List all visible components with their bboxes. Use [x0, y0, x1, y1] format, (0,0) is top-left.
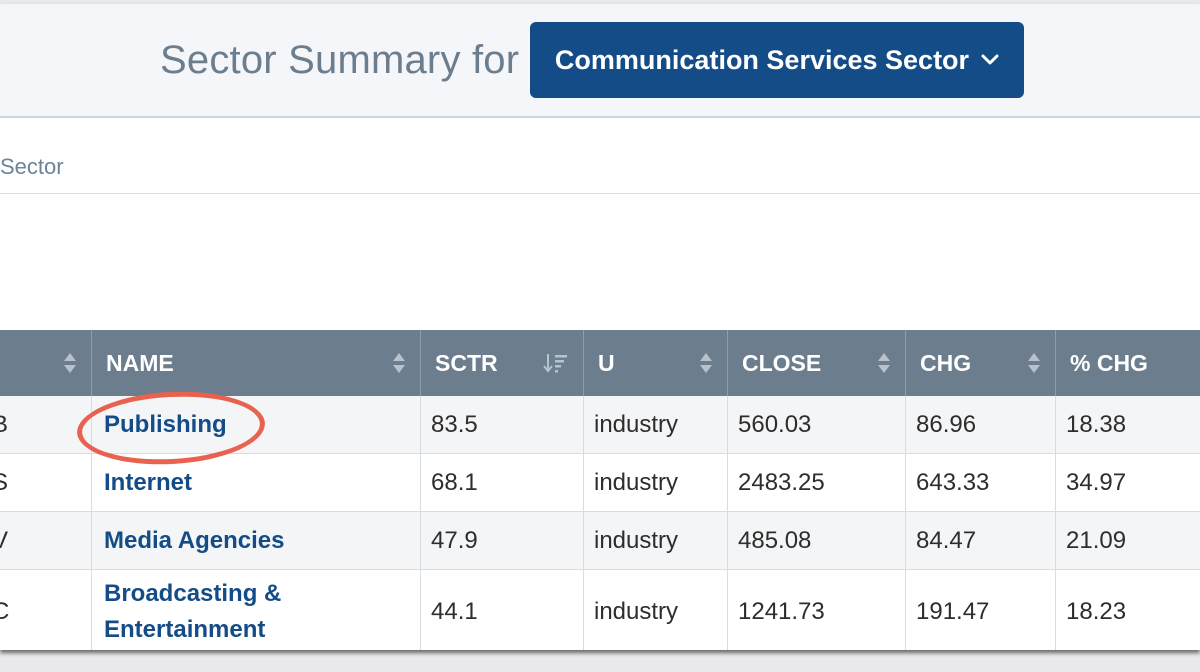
table-row: V Media Agencies 47.9 industry 485.08 84…	[0, 512, 1200, 570]
cell-symbol: C	[0, 570, 92, 650]
cell-chg: 643.33	[906, 454, 1056, 511]
cell-u: industry	[584, 396, 728, 453]
cell-symbol: V	[0, 512, 92, 569]
cell-sctr: 68.1	[421, 454, 584, 511]
cell-sctr: 44.1	[421, 570, 584, 650]
column-header-name[interactable]: NAME	[92, 330, 421, 396]
cell-close: 560.03	[728, 396, 906, 453]
cell-name: Broadcasting & Entertainment	[92, 570, 421, 650]
page-frame: Sector Summary for Communication Service…	[0, 4, 1200, 650]
sort-icon	[878, 353, 890, 373]
cell-chg: 84.47	[906, 512, 1056, 569]
table-row: B Publishing 83.5 industry 560.03 86.96 …	[0, 396, 1200, 454]
cell-pchg: 18.38	[1066, 410, 1127, 438]
column-header-pchg[interactable]: % CHG	[1070, 349, 1148, 376]
cell-u: industry	[584, 570, 728, 650]
page-header: Sector Summary for Communication Service…	[0, 4, 1200, 118]
breadcrumb-label: Sector	[0, 154, 64, 179]
cell-symbol: S	[0, 454, 92, 511]
cell-u: industry	[584, 512, 728, 569]
sort-icon	[700, 353, 712, 373]
cell-name: Media Agencies	[92, 512, 421, 569]
cell-close: 2483.25	[728, 454, 906, 511]
cell-name: Internet	[92, 454, 421, 511]
sort-icon	[1028, 353, 1040, 373]
sort-icon	[64, 353, 76, 373]
cell-pchg: 18.23	[1066, 598, 1127, 625]
cell-symbol: B	[0, 396, 92, 453]
chevron-down-icon	[981, 54, 999, 65]
cell-u: industry	[584, 454, 728, 511]
table-row: S Internet 68.1 industry 2483.25 643.33 …	[0, 454, 1200, 512]
cell-sctr: 83.5	[421, 396, 584, 453]
cell-close: 485.08	[728, 512, 906, 569]
column-header-chg[interactable]: CHG	[906, 330, 1056, 396]
cell-pchg: 34.97	[1066, 468, 1127, 496]
breadcrumb: Sector	[0, 120, 1200, 194]
cell-chg: 191.47	[906, 570, 1056, 650]
cell-close: 1241.73	[728, 570, 906, 650]
industry-link-media-agencies[interactable]: Media Agencies	[104, 526, 285, 554]
column-header-sctr[interactable]: SCTR	[421, 330, 584, 396]
page-title: Sector Summary for	[160, 38, 520, 82]
industry-link-broadcasting-entertainment[interactable]: Broadcasting & Entertainment	[104, 580, 282, 643]
cell-sctr: 47.9	[421, 512, 584, 569]
sort-descending-icon	[543, 354, 567, 373]
column-header-u[interactable]: U	[584, 330, 728, 396]
cell-name: Publishing	[92, 396, 421, 453]
industry-link-internet[interactable]: Internet	[104, 468, 193, 496]
column-header-close[interactable]: CLOSE	[728, 330, 906, 396]
sort-icon	[393, 353, 405, 373]
industry-link-publishing[interactable]: Publishing	[104, 410, 227, 438]
table-row: C Broadcasting & Entertainment 44.1 indu…	[0, 570, 1200, 650]
cell-chg: 86.96	[906, 396, 1056, 453]
sector-dropdown-label: Communication Services Sector	[554, 44, 970, 75]
table-header: NAME SCTR U CLOSE	[0, 330, 1200, 396]
cell-pchg: 21.09	[1066, 526, 1127, 554]
column-header-symbol[interactable]	[0, 330, 92, 396]
sector-dropdown-button[interactable]: Communication Services Sector	[530, 22, 1024, 98]
